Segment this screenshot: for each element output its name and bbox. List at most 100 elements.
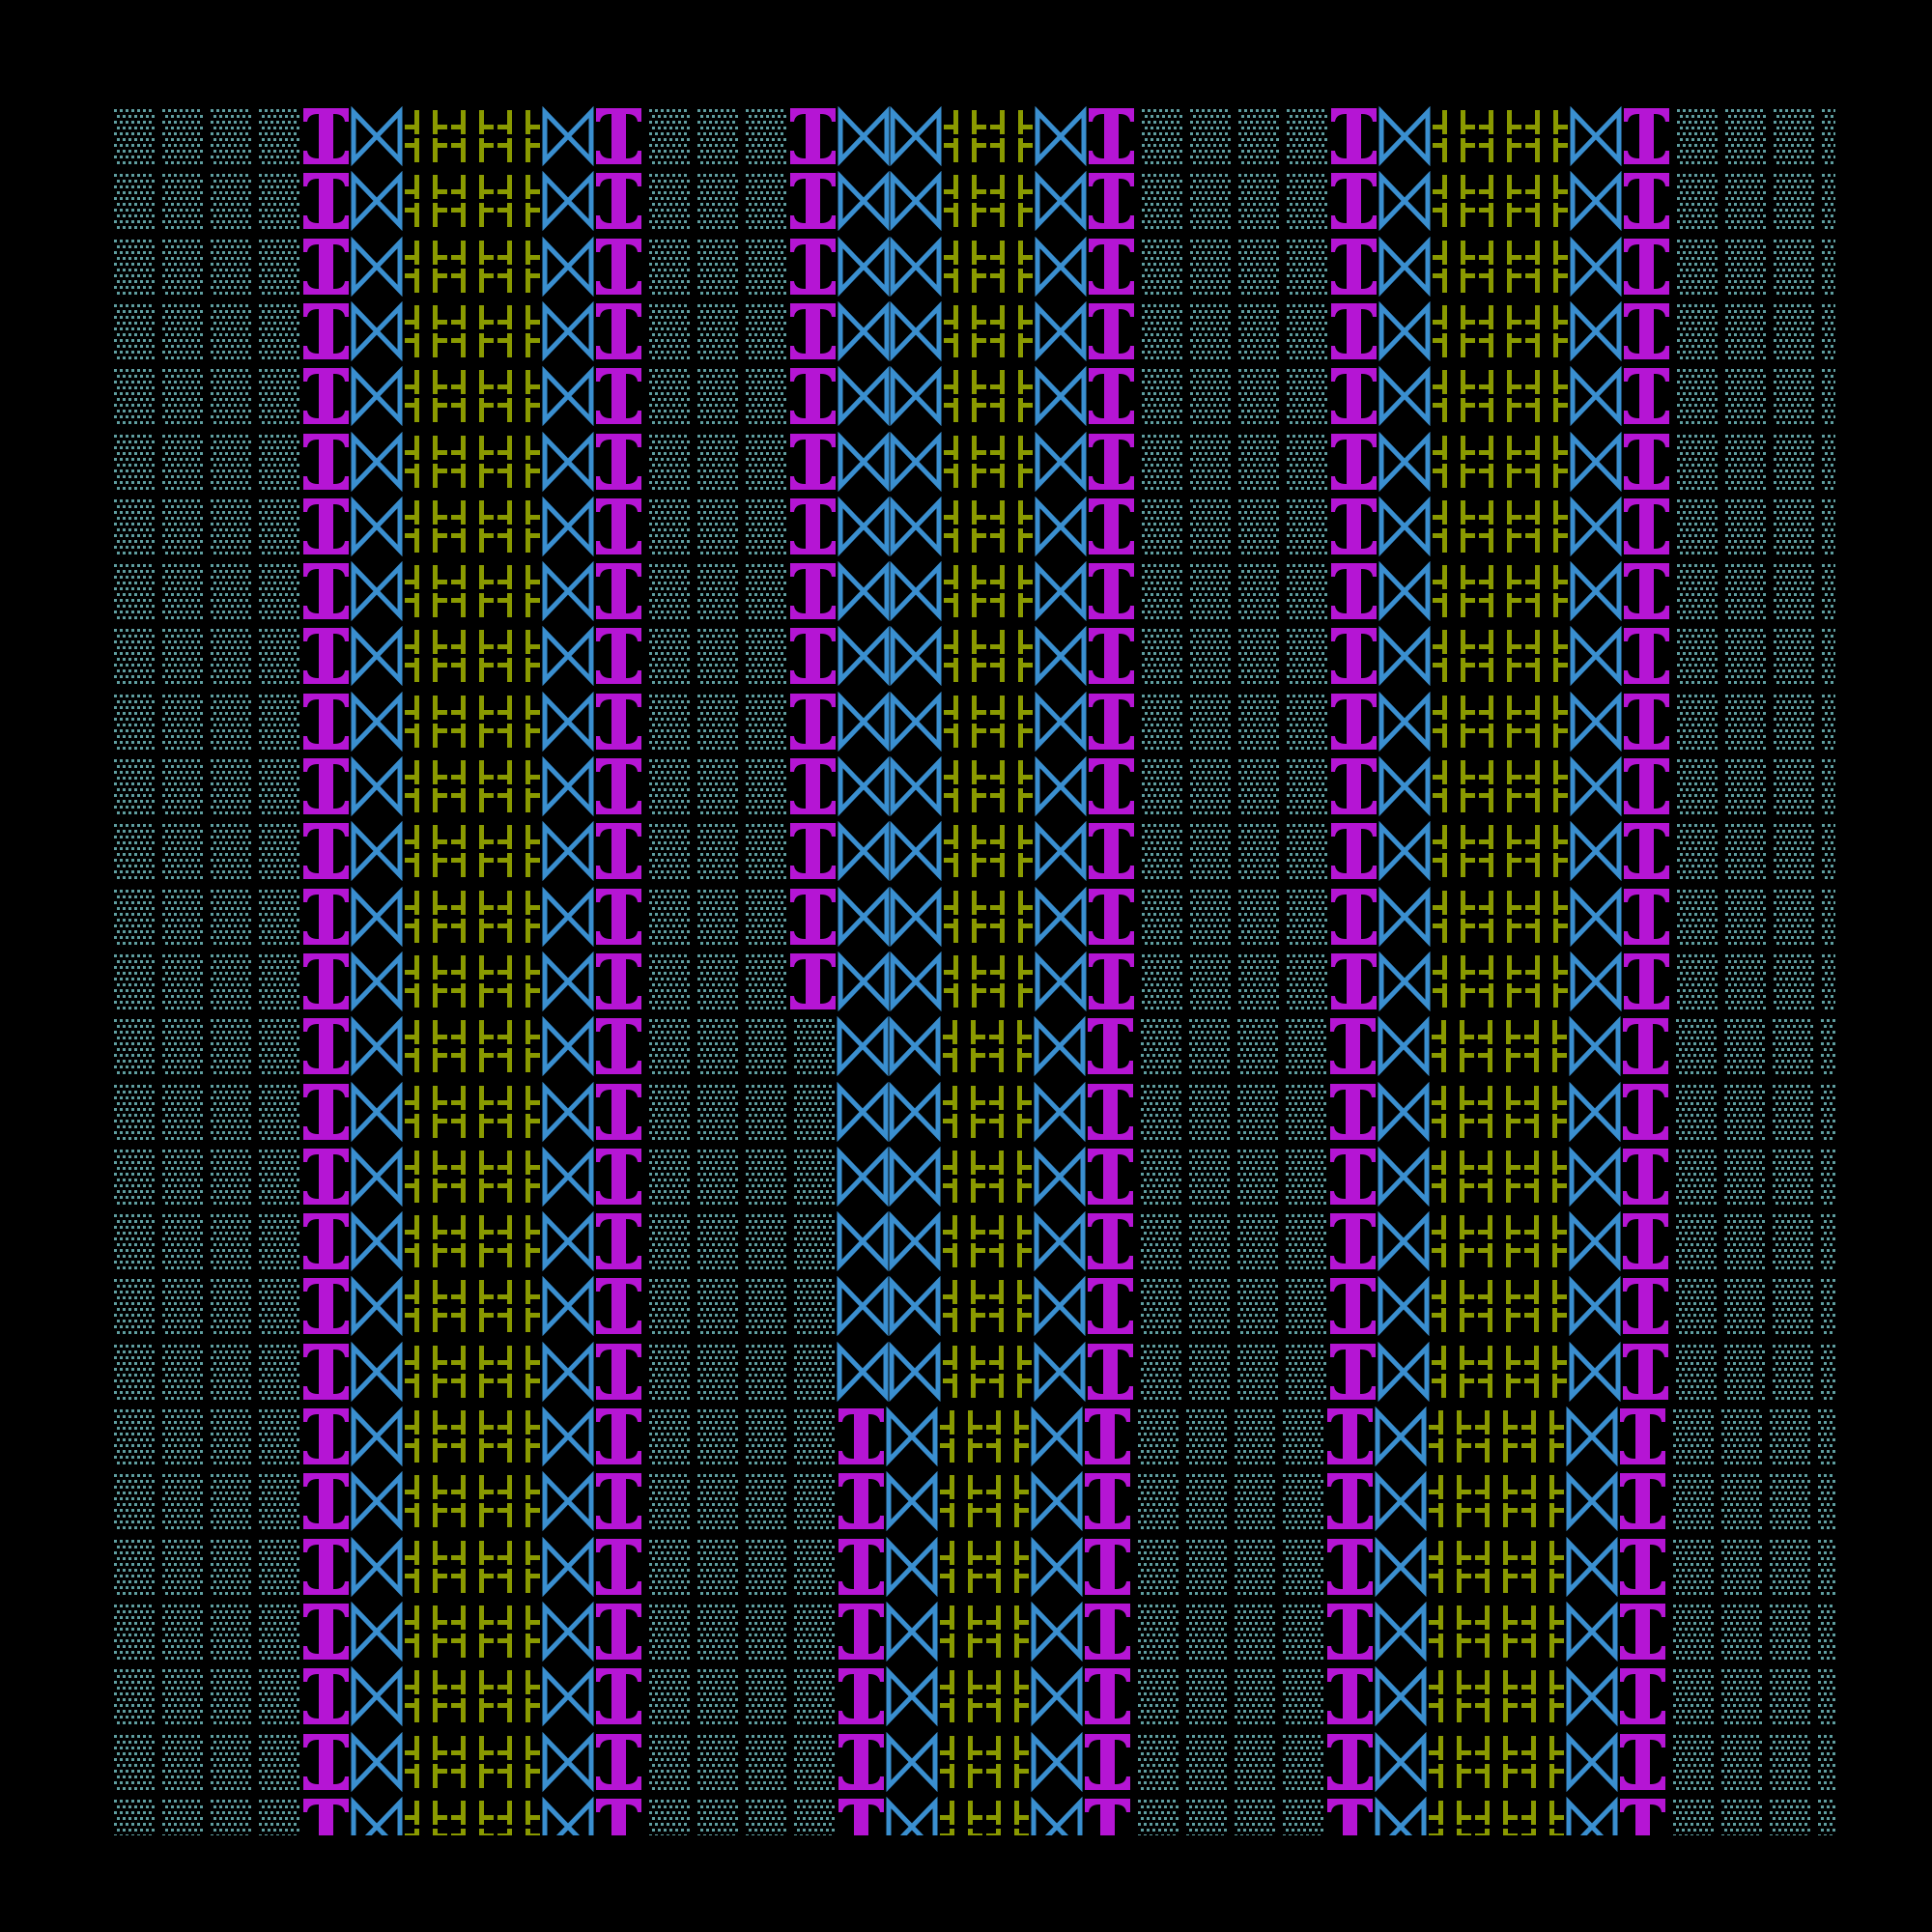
light-shade-glyph [1277, 1602, 1325, 1666]
light-shade-glyph [740, 1666, 788, 1731]
double-cross-glyph [941, 1082, 987, 1147]
i-beam-glyph [301, 432, 351, 497]
double-cross-glyph [942, 626, 988, 691]
i-beam-glyph [1622, 366, 1671, 431]
light-shade-glyph [1670, 1082, 1719, 1147]
i-beam-glyph [1622, 106, 1671, 171]
light-shade-glyph [1671, 952, 1719, 1016]
light-shade-glyph [692, 952, 740, 1016]
i-beam-glyph [1083, 1471, 1132, 1536]
light-shade-glyph [1281, 887, 1329, 952]
bowtie-glyph [1570, 366, 1622, 431]
double-cross-glyph [1520, 1471, 1566, 1536]
light-shade-glyph [1136, 497, 1184, 561]
double-cross-glyph [1473, 1537, 1520, 1602]
light-shade-glyph [108, 432, 156, 497]
light-shade-glyph [253, 692, 301, 756]
bowtie-glyph [1035, 756, 1087, 821]
light-shade-glyph [740, 432, 788, 497]
double-cross-glyph [449, 432, 496, 497]
light-shade-glyph [1233, 756, 1281, 821]
double-cross-glyph [403, 171, 449, 236]
light-shade-glyph [1768, 952, 1816, 1016]
bowtie-glyph [351, 1406, 403, 1471]
i-beam-glyph [594, 1342, 643, 1406]
bowtie-glyph [886, 1406, 938, 1471]
i-beam-glyph [1328, 1082, 1378, 1147]
double-cross-glyph [942, 561, 988, 626]
double-cross-glyph [1523, 952, 1570, 1016]
double-cross-glyph [496, 1211, 542, 1276]
light-shade-glyph [1768, 171, 1816, 236]
double-cross-glyph [1523, 171, 1570, 236]
light-shade-glyph [1815, 1276, 1835, 1341]
bowtie-glyph [542, 1406, 594, 1471]
double-cross-glyph [1477, 692, 1523, 756]
i-beam-glyph [594, 1602, 643, 1666]
light-shade-glyph [1719, 1082, 1767, 1147]
light-shade-glyph [253, 821, 301, 886]
light-shade-glyph [1719, 1211, 1767, 1276]
light-shade-glyph [253, 1147, 301, 1211]
i-beam-glyph [1329, 171, 1378, 236]
bowtie-glyph [838, 951, 890, 1016]
light-shade-glyph [1671, 106, 1719, 171]
double-cross-glyph [1430, 1016, 1476, 1081]
light-shade-glyph [1184, 692, 1233, 756]
bowtie-glyph [1035, 496, 1087, 561]
double-cross-glyph [1430, 1342, 1476, 1406]
i-beam-glyph [1329, 821, 1378, 886]
light-shade-glyph [1132, 1406, 1180, 1471]
double-cross-glyph [1476, 1211, 1522, 1276]
light-shade-glyph [643, 1211, 692, 1276]
light-shade-glyph [1232, 1276, 1280, 1341]
light-shade-glyph [156, 1147, 205, 1211]
i-beam-glyph [301, 952, 351, 1016]
i-beam-glyph [788, 952, 838, 1016]
bowtie-glyph [542, 1796, 594, 1835]
light-shade-glyph [643, 692, 692, 756]
light-shade-glyph [788, 1406, 837, 1471]
double-cross-glyph [403, 301, 449, 366]
bowtie-glyph [1566, 1536, 1618, 1602]
double-cross-glyph [987, 1211, 1034, 1276]
light-shade-glyph [692, 1602, 740, 1666]
bowtie-glyph [889, 1081, 941, 1147]
double-cross-glyph [496, 366, 542, 431]
light-shade-glyph [108, 106, 156, 171]
i-beam-glyph [594, 1276, 643, 1341]
double-cross-glyph [403, 1276, 449, 1341]
light-shade-glyph [1281, 171, 1329, 236]
double-cross-glyph [496, 171, 542, 236]
light-shade-glyph [1229, 1666, 1277, 1731]
light-shade-glyph [1132, 1666, 1180, 1731]
light-shade-glyph [1719, 497, 1768, 561]
light-shade-glyph [643, 1797, 692, 1835]
light-shade-glyph [1719, 1276, 1767, 1341]
light-shade-glyph [1767, 1147, 1815, 1211]
light-shade-glyph [1816, 106, 1835, 171]
bowtie-glyph [1031, 1601, 1083, 1666]
i-beam-glyph [788, 821, 838, 886]
light-shade-glyph [1670, 1016, 1719, 1081]
bowtie-glyph [1378, 171, 1431, 236]
bowtie-glyph [1569, 1146, 1621, 1211]
double-cross-glyph [1477, 301, 1523, 366]
i-beam-glyph [301, 301, 351, 366]
light-shade-glyph [1816, 952, 1835, 1016]
light-shade-glyph [205, 1211, 253, 1276]
double-cross-glyph [942, 821, 988, 886]
light-shade-glyph [1232, 1147, 1280, 1211]
double-cross-glyph [988, 626, 1035, 691]
double-cross-glyph [449, 1211, 496, 1276]
light-shade-glyph [1764, 1602, 1812, 1666]
double-cross-glyph [938, 1732, 984, 1797]
bowtie-glyph [542, 1211, 594, 1276]
light-shade-glyph [1764, 1666, 1812, 1731]
light-shade-glyph [1767, 1342, 1815, 1406]
double-cross-glyph [1523, 497, 1570, 561]
i-beam-glyph [594, 1471, 643, 1536]
double-cross-glyph [496, 952, 542, 1016]
bowtie-glyph [838, 366, 890, 431]
double-cross-glyph [1523, 106, 1570, 171]
